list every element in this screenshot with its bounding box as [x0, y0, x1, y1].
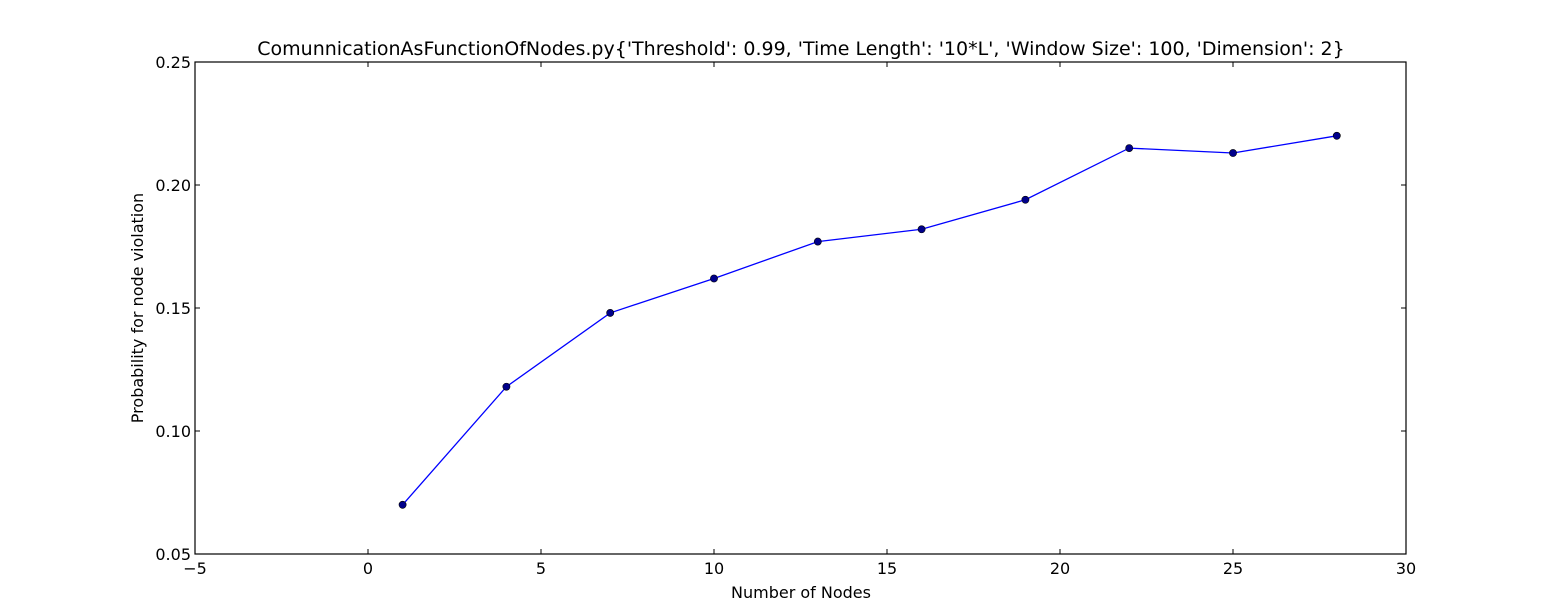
- x-axis-label: Number of Nodes: [731, 583, 871, 602]
- x-tick-label: 5: [536, 559, 546, 578]
- plot-area-frame: [194, 61, 1407, 555]
- data-point: [398, 500, 407, 509]
- data-point: [1021, 195, 1030, 204]
- data-point: [917, 225, 926, 234]
- series-line: [402, 135, 1337, 506]
- y-tick-label: 0.05: [155, 545, 191, 564]
- x-tick-label: 0: [363, 559, 373, 578]
- y-tick-label: 0.15: [155, 299, 191, 318]
- y-tick-label: 0.25: [155, 53, 191, 72]
- data-point: [1332, 131, 1341, 140]
- y-tick-label: 0.10: [155, 422, 191, 441]
- x-tick-label: 30: [1396, 559, 1416, 578]
- data-point: [813, 237, 822, 246]
- x-tick-label: −5: [183, 559, 207, 578]
- axis-ticks: [194, 61, 1407, 555]
- series-markers: [398, 131, 1341, 509]
- x-tick-label: 15: [877, 559, 897, 578]
- y-tick-label: 0.20: [155, 176, 191, 195]
- data-point: [606, 309, 615, 317]
- axis-tick-labels: −5 0 5 10 15 20 25 30 0.05 0.10 0.15 0.20 0.25: [155, 53, 1416, 578]
- data-point: [1125, 144, 1134, 152]
- x-tick-label: 20: [1050, 559, 1070, 578]
- data-point: [1229, 149, 1237, 157]
- x-tick-label: 10: [704, 559, 724, 578]
- data-point: [710, 274, 718, 283]
- data-point: [502, 382, 511, 391]
- x-tick-label: 25: [1223, 559, 1243, 578]
- y-axis-label: Probability for node violation: [128, 193, 147, 423]
- chart-title: ComunnicationAsFunctionOfNodes.py{'Thres…: [257, 38, 1344, 60]
